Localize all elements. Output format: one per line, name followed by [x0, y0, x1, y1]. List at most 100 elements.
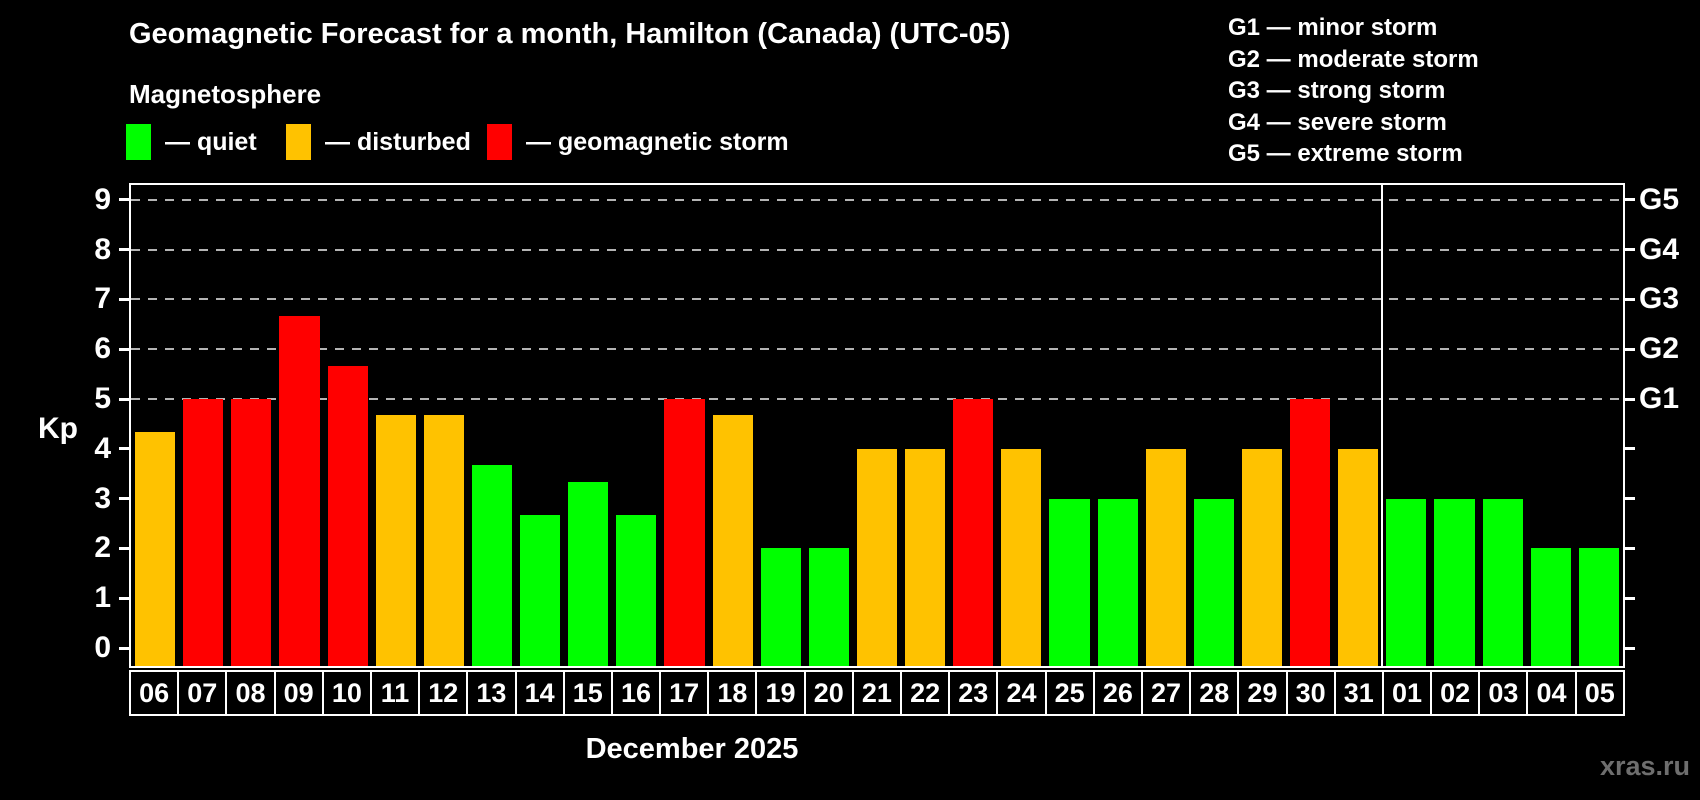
date-cell-19: 19: [755, 670, 806, 716]
bar-day-14: [520, 515, 561, 666]
date-cell-28: 28: [1189, 670, 1240, 716]
legend-item-storm: — geomagnetic storm: [487, 122, 789, 162]
y-axis-tick-right-4: [1625, 447, 1635, 451]
bar-day-13: [471, 465, 513, 666]
date-cell-06: 06: [129, 670, 180, 716]
bar-day-12: [423, 415, 464, 666]
bar-day-27: [1145, 448, 1186, 666]
y-axis-tick-left-4: [119, 447, 129, 451]
y-axis-tick-label-1: 1: [94, 581, 111, 615]
y-axis-tick-label-0: 0: [94, 631, 111, 664]
bar-day-26: [1097, 498, 1138, 666]
date-cell-31: 31: [1333, 670, 1384, 716]
g-scale-legend-line-g1: G1 — minor storm: [1228, 14, 1438, 41]
y-axis-tick-left-8: [119, 248, 129, 252]
bar-day-02: [1434, 498, 1475, 666]
date-cell-03: 03: [1478, 670, 1529, 716]
legend-label-storm: — geomagnetic storm: [526, 127, 789, 156]
y-axis-tick-label-4: 4: [94, 431, 111, 465]
g-scale-legend-line-g4: G4 — severe storm: [1228, 108, 1447, 136]
date-cell-17: 17: [659, 670, 710, 716]
bar-day-17: [664, 399, 705, 666]
quiet-color-swatch: [126, 124, 151, 160]
legend-label-quiet: — quiet: [165, 127, 257, 156]
bar-day-20: [808, 548, 849, 666]
date-cell-04: 04: [1526, 670, 1577, 716]
bar-day-10: [327, 365, 368, 666]
bar-day-23: [953, 399, 994, 666]
date-cell-29: 29: [1237, 670, 1288, 716]
y-axis-title: Kp: [38, 412, 78, 445]
y-axis-tick-label-7: 7: [94, 282, 111, 316]
bar-day-22: [905, 448, 946, 666]
y-axis-tick-left-7: [119, 297, 129, 301]
y-axis-tick-left-5: [119, 397, 129, 401]
date-cell-11: 11: [369, 670, 421, 716]
date-cell-09: 09: [273, 670, 324, 716]
date-cell-27: 27: [1140, 670, 1192, 716]
chart-title: Geomagnetic Forecast for a month, Hamilt…: [129, 18, 1011, 50]
date-cell-20: 20: [803, 670, 854, 716]
date-cell-13: 13: [466, 670, 517, 716]
month-label: December 2025: [585, 733, 799, 765]
y-axis-tick-label-5: 5: [94, 382, 111, 415]
date-cell-25: 25: [1044, 670, 1095, 716]
legend-item-quiet: — quiet: [126, 122, 257, 162]
y-axis-tick-right-3: [1625, 497, 1635, 501]
y-axis-tick-right-0: [1625, 646, 1635, 650]
gridline-kp8: [131, 248, 1623, 251]
date-cell-18: 18: [707, 670, 758, 716]
bar-day-03: [1482, 498, 1523, 666]
bar-day-29: [1241, 448, 1283, 666]
storm-color-swatch: [487, 124, 512, 160]
bar-day-06: [135, 432, 176, 666]
g-level-label-g1: G1: [1639, 382, 1680, 415]
date-cell-24: 24: [996, 670, 1047, 716]
y-axis-tick-left-6: [119, 347, 129, 351]
g-level-label-g4: G4: [1639, 232, 1680, 266]
y-axis-tick-right-9: [1625, 198, 1635, 202]
y-axis-tick-right-7: [1625, 297, 1635, 301]
y-axis-tick-left-0: [119, 646, 129, 650]
date-cell-26: 26: [1092, 670, 1143, 716]
y-axis-tick-right-5: [1625, 397, 1635, 401]
date-axis-row: 06 07 08 09 10 11 12 13 14 15 16 17 18 19 20 21 22 23 24 25…: [129, 670, 1625, 716]
date-cell-01: 01: [1381, 670, 1433, 716]
plot-inner: [131, 185, 1623, 666]
gridline-kp9: [131, 198, 1623, 201]
date-cell-10: 10: [321, 670, 372, 716]
bar-day-30: [1290, 399, 1331, 666]
bar-day-31: [1338, 448, 1379, 666]
bar-day-05: [1578, 548, 1619, 666]
gridline-kp7: [131, 298, 1623, 301]
y-axis-tick-label-6: 6: [94, 332, 111, 366]
date-cell-30: 30: [1285, 670, 1336, 716]
g-level-label-g2: G2: [1639, 332, 1680, 366]
g-scale-legend-line-g2: G2 — moderate storm: [1228, 45, 1479, 73]
date-cell-14: 14: [514, 670, 565, 716]
bar-day-01: [1386, 498, 1427, 666]
bar-day-04: [1530, 548, 1571, 666]
legend-item-disturbed: — disturbed: [286, 122, 471, 162]
chart-subtitle: Magnetosphere: [129, 79, 322, 109]
bar-day-15: [568, 482, 609, 666]
date-cell-02: 02: [1430, 670, 1481, 716]
y-axis-tick-left-3: [119, 497, 129, 501]
bar-day-25: [1049, 498, 1090, 666]
g-scale-legend-line-g5: G5 — extreme storm: [1228, 140, 1463, 167]
bar-day-21: [856, 448, 898, 666]
bar-day-16: [616, 515, 657, 666]
bar-day-28: [1193, 498, 1234, 666]
y-axis-tick-label-3: 3: [94, 481, 111, 515]
bar-day-18: [712, 415, 753, 666]
y-axis-tick-left-9: [119, 198, 129, 202]
bar-day-19: [760, 548, 801, 666]
bar-day-08: [231, 399, 272, 666]
legend-label-disturbed: — disturbed: [325, 127, 471, 156]
y-axis-tick-left-2: [119, 546, 129, 550]
bar-day-09: [279, 315, 320, 666]
disturbed-color-swatch: [286, 124, 311, 160]
bar-day-11: [375, 415, 416, 666]
y-axis-tick-label-8: 8: [94, 232, 111, 266]
